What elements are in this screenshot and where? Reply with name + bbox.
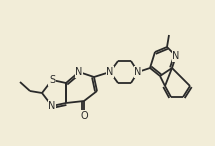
Text: N: N: [106, 67, 114, 77]
Text: N: N: [75, 67, 83, 77]
Text: N: N: [172, 51, 180, 61]
Text: N: N: [48, 101, 56, 111]
Text: N: N: [134, 67, 142, 77]
Text: O: O: [80, 111, 88, 121]
Text: S: S: [49, 75, 55, 85]
